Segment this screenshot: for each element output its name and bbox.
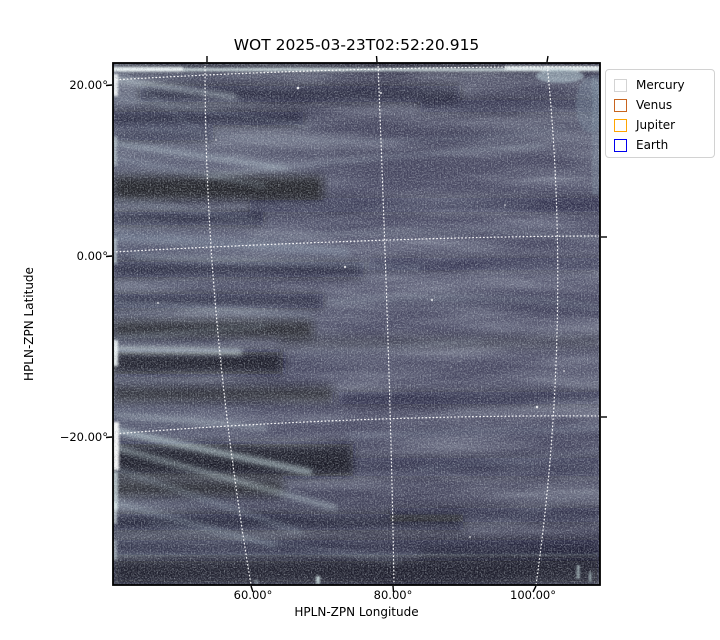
legend-label-mercury: Mercury xyxy=(636,77,685,92)
x-axis-label: HPLN-ZPN Longitude xyxy=(294,605,419,619)
legend-label-jupiter: Jupiter xyxy=(636,117,676,132)
legend-item-jupiter: Jupiter xyxy=(614,115,714,135)
legend-label-earth: Earth xyxy=(636,138,669,153)
legend-item-earth: Earth xyxy=(614,136,714,156)
venus-marker-icon xyxy=(614,98,627,112)
star-dots xyxy=(156,86,565,538)
mercury-marker-icon xyxy=(614,78,627,92)
axis-ticks xyxy=(105,55,607,593)
legend-item-venus: Venus xyxy=(614,95,714,115)
gridline-lon-80 xyxy=(377,63,395,585)
earth-marker-icon xyxy=(614,139,627,153)
y-tick-label-0: 0.00° xyxy=(76,249,108,263)
x-tick-label-100: 100.00° xyxy=(510,588,556,602)
gridline-lon-100 xyxy=(535,63,559,585)
gridline-lon-60 xyxy=(204,63,252,585)
gridline-lat-minus20 xyxy=(113,415,600,435)
graticule-grid xyxy=(113,63,600,585)
sky-texture xyxy=(113,63,600,585)
x-tick-label-60: 60.00° xyxy=(233,588,273,602)
legend: Mercury Venus Jupiter Earth xyxy=(605,69,715,158)
legend-item-mercury: Mercury xyxy=(614,75,714,95)
y-axis-label: HPLN-ZPN Latitude xyxy=(22,267,36,381)
jupiter-marker-icon xyxy=(614,118,627,132)
x-tick-label-80: 80.00° xyxy=(373,588,413,602)
axes-frame xyxy=(105,55,607,593)
y-tick-label-20: 20.00° xyxy=(69,78,108,92)
plot-title: WOT 2025-03-23T02:52:20.915 xyxy=(233,36,480,54)
y-tick-label-minus20: −20.00° xyxy=(59,430,108,444)
legend-label-venus: Venus xyxy=(636,97,673,112)
